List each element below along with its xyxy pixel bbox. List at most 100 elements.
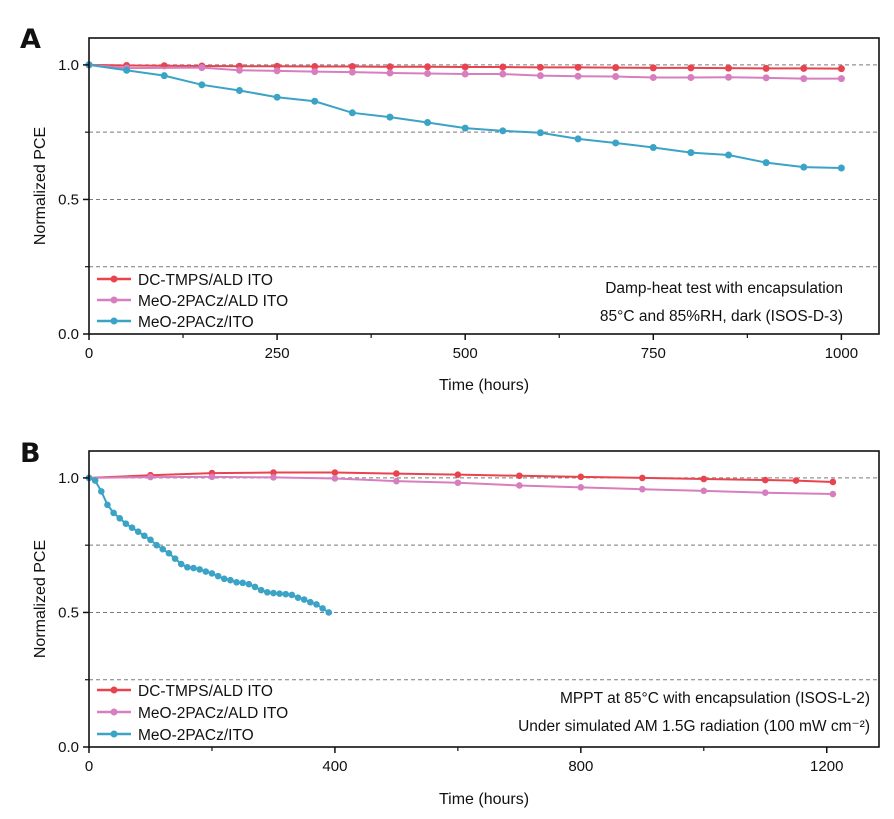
panel-b-point-meo-ito: [147, 536, 154, 544]
panel-b-point-meo-ito: [270, 589, 277, 597]
panel-b-point-meo-ito: [110, 509, 117, 517]
panel-b-point-meo-ito: [313, 601, 320, 608]
panel-b-point-meo-ito: [307, 598, 314, 606]
panel-a-legend-entry-meo-ald: MeO-2PACz/ALD ITO: [97, 293, 288, 310]
panel-a-point-meo-ito: [424, 118, 432, 126]
panel-a-x-tick-label: 0: [85, 345, 93, 362]
panel-a-y-axis-label: Normalized PCE: [32, 127, 49, 245]
panel-b-x-tick-label: 400: [322, 758, 347, 775]
panel-b-point-dc-tmps: [454, 471, 462, 478]
panel-b-point-meo-ito: [171, 555, 179, 562]
panel-a-point-dc-tmps: [800, 64, 808, 72]
panel-b-legend-entry-meo-ito: MeO-2PACz/ITO: [97, 727, 254, 744]
panel-b-legend-entry-meo-ald: MeO-2PACz/ALD ITO: [97, 705, 288, 722]
panel-b-y-tick-label: 1.0: [58, 470, 79, 487]
panel-b-plot-frame: [88, 450, 880, 748]
panel-b-point-meo-ald: [516, 482, 523, 489]
panel-b-point-meo-ito: [214, 572, 222, 580]
panel-b-point-meo-ito: [190, 564, 197, 572]
panel-a-point-meo-ald: [311, 68, 319, 76]
panel-b-point-dc-tmps: [331, 469, 339, 476]
panel-b-legend-entry-dc-tmps: DC-TMPS/ALD ITO: [97, 683, 273, 700]
panel-b-point-meo-ald: [147, 473, 154, 481]
panel-a-point-meo-ald: [837, 75, 845, 83]
panel-b-legend-marker-meo-ito: [110, 730, 118, 738]
panel-a-point-meo-ito: [348, 109, 356, 117]
panel-b-point-meo-ito: [257, 586, 265, 594]
panel-a-point-meo-ald: [762, 74, 770, 82]
panel-a-legend-label-meo-ito: MeO-2PACz/ITO: [138, 314, 254, 331]
panel-b-point-meo-ito: [233, 579, 240, 586]
panel-b-point-dc-tmps: [516, 472, 523, 480]
panel-b-point-meo-ito: [128, 524, 136, 531]
panel-b-annotation-line-1: MPPT at 85°C with encapsulation (ISOS-L-…: [560, 690, 870, 707]
panel-b-x-axis-label: Time (hours): [439, 791, 529, 808]
panel-a-point-dc-tmps: [348, 63, 356, 71]
panel-a-x-tick-label: 750: [641, 345, 666, 362]
panel-a-point-dc-tmps: [837, 65, 845, 73]
panel-b-gridlines: [89, 477, 879, 681]
panel-b-x-tick-label: 0: [85, 758, 93, 775]
panel-a-point-meo-ito: [612, 139, 620, 147]
panel-a-point-dc-tmps: [536, 63, 544, 71]
panel-a-point-dc-tmps: [725, 64, 733, 72]
panel-a-point-dc-tmps: [612, 64, 620, 72]
panel-b-legend-label-meo-ito: MeO-2PACz/ITO: [138, 727, 254, 744]
panel-b-point-meo-ito: [263, 588, 271, 596]
panel-b-point-meo-ito: [239, 579, 246, 587]
panel-b-point-meo-ald: [700, 487, 708, 495]
panel-b-point-meo-ito: [153, 541, 160, 549]
panel-b-y-tick-label: 0.0: [58, 739, 79, 756]
panel-b-point-meo-ald: [270, 474, 277, 481]
panel-b-point-meo-ald: [639, 485, 646, 493]
panel-a-plot-frame: [88, 37, 880, 335]
panel-b-point-meo-ito: [220, 575, 228, 583]
panel-a-point-dc-tmps: [424, 63, 432, 71]
panel-b-ticks: 0 400 800 1200 0.0 0.5 1.0: [58, 470, 843, 775]
panel-a-point-meo-ito: [499, 127, 507, 135]
panel-a-ticks: 0 250 500 750 1000 0.0 0.5 1.0: [58, 57, 858, 362]
panel-b-point-dc-tmps: [270, 469, 277, 476]
panel-a-point-dc-tmps: [687, 64, 695, 72]
panel-a-x-tick-label: 1000: [825, 345, 858, 362]
panel-b-point-meo-ito: [288, 591, 296, 599]
panel-b-point-meo-ito: [227, 576, 234, 584]
panel-a-point-dc-tmps: [499, 63, 507, 71]
panel-a-x-axis-label: Time (hours): [439, 377, 529, 394]
panel-a-point-meo-ito: [837, 164, 845, 172]
panel-a-point-meo-ito: [123, 66, 131, 74]
panel-b-point-dc-tmps: [393, 470, 400, 477]
panel-a-point-meo-ito: [311, 97, 319, 105]
panel-b-point-dc-tmps: [639, 474, 646, 482]
panel-b-y-tick-label: 0.5: [58, 604, 79, 621]
panel-b-point-meo-ito: [202, 568, 210, 575]
panel-a-point-meo-ito: [800, 163, 808, 171]
panel-b-legend-label-meo-ald: MeO-2PACz/ALD ITO: [138, 705, 288, 722]
panel-a-point-meo-ald: [612, 72, 620, 80]
panel-a-point-meo-ald: [348, 68, 356, 76]
panel-b-point-meo-ald: [331, 475, 339, 482]
panel-b-point-meo-ito: [208, 570, 216, 577]
panel-a-point-meo-ito: [536, 129, 544, 137]
panel-b-point-meo-ald: [829, 490, 837, 498]
panel-b-point-meo-ito: [177, 560, 185, 568]
panel-a-point-meo-ald: [424, 70, 432, 78]
panel-a-series-line-meo-ald: [88, 63, 842, 80]
panel-b-point-meo-ito: [319, 605, 326, 612]
panel-b-point-meo-ald: [393, 477, 400, 485]
panel-b: B 0 400 800 1200 0.0 0.5 1.0 Time (hours) Norm…: [20, 438, 880, 808]
panel-b-point-meo-ito: [134, 528, 142, 536]
panel-a-point-meo-ald: [536, 72, 544, 80]
panel-a-legend-marker-meo-ald: [110, 296, 118, 304]
panel-a-point-meo-ald: [461, 70, 469, 78]
panel-b-point-meo-ald: [577, 484, 585, 491]
panel-a-legend-marker-dc-tmps: [110, 275, 118, 283]
panel-b-legend: DC-TMPS/ALD ITO MeO-2PACz/ALD ITO MeO-2P…: [97, 683, 288, 744]
panel-a-legend-label-meo-ald: MeO-2PACz/ALD ITO: [138, 293, 288, 310]
panel-a-annotation-line-1: Damp-heat test with encapsulation: [605, 280, 843, 297]
panel-a-x-tick-label: 250: [265, 345, 290, 362]
panel-a-y-tick-label: 1.0: [58, 57, 79, 74]
panel-a-legend: DC-TMPS/ALD ITO MeO-2PACz/ALD ITO MeO-2P…: [97, 272, 288, 331]
panel-a-point-meo-ito: [649, 144, 657, 152]
